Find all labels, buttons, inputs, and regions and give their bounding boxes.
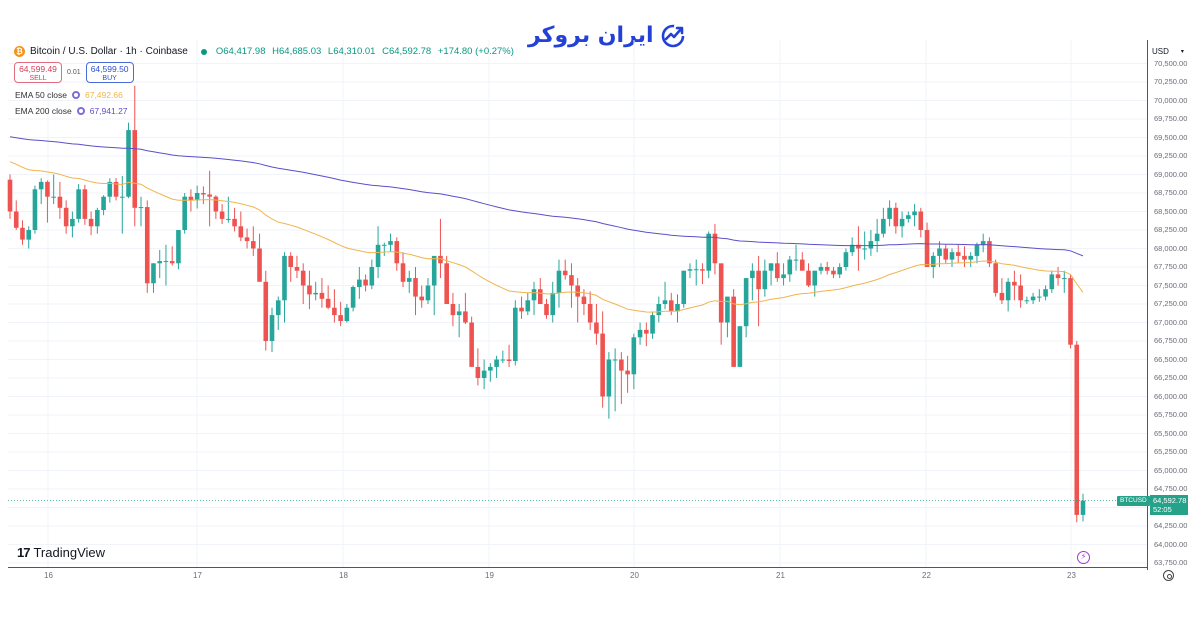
buy-label: BUY: [102, 75, 117, 82]
current-price-value: 64,592.78: [1153, 496, 1187, 505]
brand-name: ایران بروکر: [528, 22, 654, 48]
price-axis-label: 67,750.00: [1154, 262, 1188, 271]
bar-countdown: 52:05: [1153, 505, 1172, 514]
price-axis[interactable]: [1147, 40, 1200, 570]
price-axis-label: 69,750.00: [1154, 114, 1188, 123]
buy-price: 64,599.50: [90, 64, 129, 74]
price-axis-label: 67,500.00: [1154, 280, 1188, 290]
sell-label: SELL: [29, 75, 47, 82]
time-axis-line: [8, 567, 1148, 568]
time-axis-label: 16: [44, 571, 53, 580]
time-axis-label: 18: [339, 571, 348, 580]
ohlc-values: O64,417.98 H64,685.03 L64,310.01 C64,592…: [216, 46, 518, 57]
price-axis-label: 67,000.00: [1154, 317, 1188, 327]
price-axis-label: 68,250.00: [1154, 225, 1188, 234]
tradingview-icon: 17: [17, 545, 31, 560]
price-axis-label: 64,750.00: [1154, 484, 1188, 493]
price-axis-label: 65,500.00: [1154, 428, 1188, 438]
trade-panel: 64,599.49 SELL 0.01 64,599.50 BUY: [14, 62, 134, 83]
current-price-tag: 64,592.78 52:05: [1150, 495, 1188, 515]
price-axis-label: 70,250.00: [1154, 77, 1188, 86]
chevron-down-icon: ▾: [1180, 49, 1184, 55]
price-axis-label: 66,500.00: [1154, 354, 1188, 364]
price-axis-label: 68,500.00: [1154, 206, 1188, 216]
lightning-icon[interactable]: ⚡: [1077, 551, 1090, 564]
time-axis-label: 22: [922, 571, 931, 580]
symbol-title[interactable]: Bitcoin / U.S. Dollar · 1h · Coinbase: [30, 46, 188, 57]
price-axis-label: 70,000.00: [1154, 95, 1188, 105]
time-axis-label: 23: [1067, 571, 1076, 580]
sell-button[interactable]: 64,599.49 SELL: [14, 62, 62, 83]
bitcoin-icon: ₿: [14, 46, 25, 57]
high-value: H64,685.03: [272, 46, 322, 57]
time-axis-label: 20: [630, 571, 639, 580]
buy-button[interactable]: 64,599.50 BUY: [85, 62, 134, 83]
loading-icon: [71, 91, 80, 99]
low-value: L64,310.01: [327, 46, 376, 57]
price-axis-label: 68,000.00: [1154, 243, 1188, 253]
time-axis-label: 19: [485, 571, 494, 580]
symbol-price-tag: BTCUSD: [1117, 496, 1150, 506]
currency-selector[interactable]: USD ▾: [1152, 47, 1184, 56]
price-axis-label: 64,250.00: [1154, 521, 1188, 530]
price-axis-label: 65,750.00: [1154, 410, 1188, 419]
brand-logo: ایران بروکر: [528, 18, 688, 52]
settings-icon[interactable]: [1163, 570, 1174, 581]
open-value: O64,417.98: [215, 46, 266, 57]
price-axis-label: 63,750.00: [1154, 558, 1188, 567]
price-axis-label: 67,250.00: [1154, 299, 1188, 308]
indicator-ema200[interactable]: EMA 200 close 67,941.27: [15, 106, 128, 116]
time-axis-label: 21: [776, 571, 785, 580]
loading-icon: [76, 107, 85, 115]
ema50-value: 67,492.66: [84, 90, 123, 100]
sell-price: 64,599.49: [19, 64, 57, 74]
ema50-label: EMA 50 close: [15, 90, 67, 100]
price-axis-label: 65,000.00: [1154, 465, 1188, 475]
price-axis-label: 69,250.00: [1154, 151, 1188, 160]
price-axis-label: 70,500.00: [1154, 58, 1188, 68]
close-value: C64,592.78: [382, 46, 432, 57]
price-axis-label: 68,750.00: [1154, 188, 1188, 197]
market-open-status-icon: [200, 48, 207, 55]
indicator-ema50[interactable]: EMA 50 close 67,492.66: [15, 90, 123, 100]
tradingview-text: TradingView: [33, 545, 106, 560]
currency-label: USD: [1152, 47, 1169, 56]
tradingview-logo[interactable]: 17 TradingView: [17, 545, 105, 560]
spread-value: 0.01: [67, 69, 81, 76]
price-axis-label: 64,000.00: [1154, 539, 1188, 549]
ema200-value: 67,941.27: [89, 106, 128, 116]
change-value: +174.80 (+0.27%): [437, 46, 514, 57]
price-axis-label: 69,500.00: [1154, 132, 1188, 142]
price-axis-label: 69,000.00: [1154, 169, 1188, 179]
price-axis-label: 66,250.00: [1154, 373, 1188, 382]
symbol-legend: ₿ Bitcoin / U.S. Dollar · 1h · Coinbase …: [14, 46, 518, 57]
growth-chart-icon: [661, 24, 684, 48]
price-axis-label: 66,000.00: [1154, 391, 1188, 401]
time-axis-label: 17: [193, 571, 202, 580]
ema200-label: EMA 200 close: [15, 106, 72, 116]
price-axis-label: 66,750.00: [1154, 336, 1188, 345]
price-axis-label: 65,250.00: [1154, 447, 1188, 456]
